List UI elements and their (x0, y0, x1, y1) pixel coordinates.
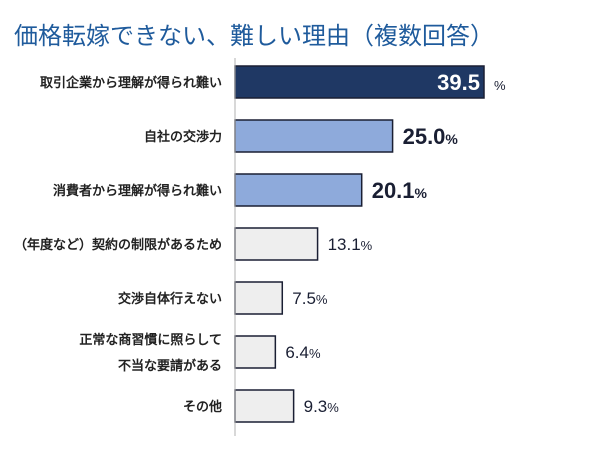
category-label: 取引企業から理解が得られ難い (40, 75, 222, 91)
category-label: 消費者から理解が得られ難い (53, 183, 222, 199)
unit-label: % (494, 78, 506, 93)
value-label: 7.5% (292, 289, 328, 308)
unit-label: % (316, 292, 328, 307)
category-label: その他 (183, 399, 222, 415)
category-label: 自社の交渉力 (144, 129, 222, 145)
unit-label: % (309, 346, 321, 361)
bar (234, 335, 277, 369)
bar (234, 389, 295, 423)
unit-label: % (415, 185, 428, 201)
value-label: 25.0% (403, 124, 459, 149)
unit-label: % (445, 131, 458, 147)
bar (234, 173, 363, 207)
value-label: 13.1% (328, 235, 373, 254)
value-label: 6.4% (285, 343, 321, 362)
bar (234, 227, 319, 261)
unit-label: % (327, 400, 339, 415)
value-label: 9.3% (304, 397, 340, 416)
value-label: 39.5 (437, 70, 480, 95)
bar (234, 281, 284, 315)
category-label: 正常な商習慣に照らして (79, 332, 222, 348)
unit-label: % (361, 238, 373, 253)
bar (234, 119, 394, 153)
bar (234, 65, 485, 99)
category-label: 交渉自体行えない (118, 291, 222, 307)
category-label: （年度など）契約の制限があるため (14, 237, 222, 253)
category-label: 不当な要請がある (118, 358, 222, 374)
value-label: 20.1% (372, 178, 428, 203)
chart-title: 価格転嫁できない、難しい理由（複数回答） (14, 22, 494, 50)
